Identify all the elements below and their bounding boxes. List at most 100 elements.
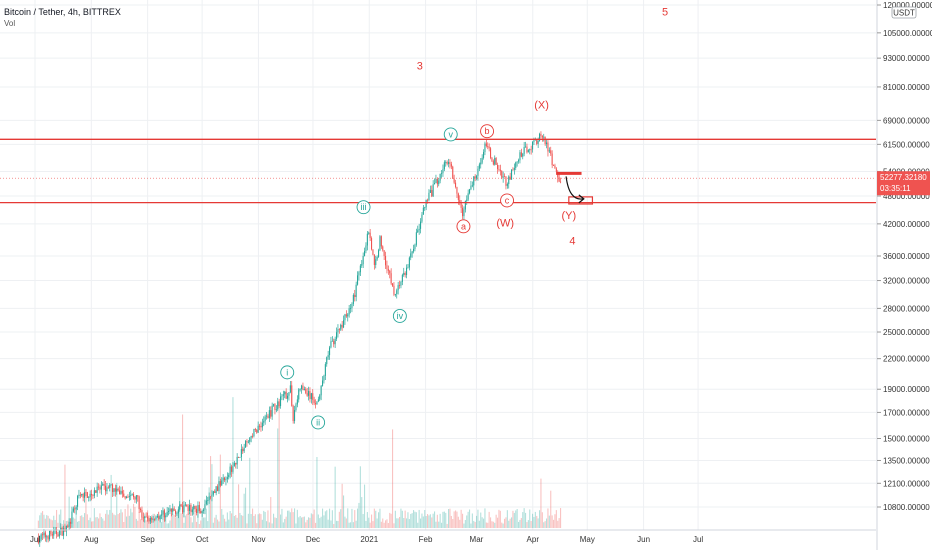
candle-body	[520, 152, 522, 157]
volume-bar	[502, 523, 504, 528]
volume-bar	[86, 514, 88, 528]
candle-body	[410, 253, 412, 258]
candle-body	[149, 518, 151, 522]
volume-bar	[551, 515, 553, 528]
candle-body	[368, 232, 370, 234]
volume-bar	[337, 520, 339, 528]
candle-body	[327, 355, 329, 358]
volume-bar	[117, 514, 119, 528]
volume-bar	[301, 517, 303, 528]
volume-bar	[305, 522, 307, 528]
volume-bar	[345, 518, 347, 528]
volume-bar	[282, 522, 284, 528]
candle-body	[180, 504, 182, 506]
candle-body	[516, 161, 518, 163]
volume-bar	[306, 519, 308, 528]
candle-body	[79, 494, 81, 496]
volume-bar	[428, 515, 430, 528]
volume-bar	[81, 515, 83, 528]
volume-bar	[427, 514, 429, 528]
candle-body	[296, 399, 298, 405]
volume-bar	[228, 519, 230, 528]
volume-bar	[548, 515, 550, 528]
candle-body	[337, 329, 339, 333]
volume-bar	[169, 520, 171, 528]
candle-body	[466, 199, 468, 201]
candle-body	[204, 504, 206, 510]
candle-body	[418, 228, 420, 231]
volume-bar	[254, 514, 256, 528]
candle-body	[341, 324, 343, 328]
volume-indicator-label[interactable]: Vol	[4, 19, 16, 28]
candle-body	[389, 270, 391, 274]
volume-bar	[245, 487, 247, 528]
volume-bar	[334, 466, 336, 528]
candle-body	[506, 184, 508, 186]
volume-bar	[487, 522, 489, 528]
candle-body	[380, 236, 382, 247]
candle-body	[148, 518, 150, 522]
candle-body	[100, 485, 102, 490]
volume-bar	[446, 523, 448, 528]
candle-body	[485, 143, 487, 147]
candle-body	[348, 308, 350, 315]
candle-body	[98, 486, 100, 488]
volume-bar	[231, 513, 233, 528]
candle-body	[471, 185, 473, 187]
volume-bar	[119, 512, 121, 528]
candle-body	[357, 275, 359, 285]
volume-bar	[498, 509, 500, 528]
candle-body	[142, 517, 144, 519]
volume-bar	[189, 512, 191, 528]
candle-body	[278, 401, 280, 407]
candle-body	[239, 457, 241, 458]
time-tick-label: Nov	[251, 535, 265, 544]
candle-body	[340, 324, 342, 330]
candle-body	[365, 245, 367, 252]
volume-bar	[457, 516, 459, 528]
volume-bar	[217, 519, 219, 528]
candle-body	[238, 456, 240, 458]
volume-bar	[513, 512, 515, 528]
candle-body	[527, 150, 529, 153]
volume-bar	[183, 522, 185, 528]
volume-bar	[308, 517, 310, 528]
price-tick-label: 22000.00000	[883, 355, 930, 364]
candle-body	[494, 157, 496, 165]
candle-body	[309, 391, 311, 400]
candle-body	[242, 449, 244, 452]
volume-bar	[180, 513, 182, 528]
volume-bar	[418, 509, 420, 528]
candle-body	[224, 477, 226, 481]
volume-bar	[310, 513, 312, 528]
time-tick-label: Jun	[637, 535, 650, 544]
volume-bar	[295, 523, 297, 528]
candle-body	[425, 199, 427, 208]
candle-body	[408, 257, 410, 268]
volume-bar	[435, 521, 437, 528]
volume-bar	[529, 509, 531, 528]
volume-bar	[198, 523, 200, 528]
volume-bar	[205, 508, 207, 528]
price-tick-label: 48000.00000	[883, 192, 930, 201]
candle-body	[438, 180, 440, 185]
volume-bar	[294, 508, 296, 528]
candle-body	[491, 157, 493, 162]
volume-bar	[511, 517, 513, 528]
candle-body	[268, 410, 270, 419]
volume-bar	[422, 516, 424, 528]
volume-bar	[378, 512, 380, 528]
price-tick-label: 12100.00000	[883, 479, 930, 488]
candle-body	[513, 167, 515, 170]
wave-label: iv	[397, 311, 404, 321]
volume-bar	[417, 522, 419, 528]
volume-bar	[226, 512, 228, 528]
volume-bar	[85, 489, 87, 528]
candle-body	[208, 496, 210, 501]
candle-body	[446, 162, 448, 164]
wave-label: 4	[569, 236, 575, 248]
volume-bar	[316, 456, 318, 528]
volume-bar	[203, 517, 205, 528]
candle-body	[194, 505, 196, 509]
